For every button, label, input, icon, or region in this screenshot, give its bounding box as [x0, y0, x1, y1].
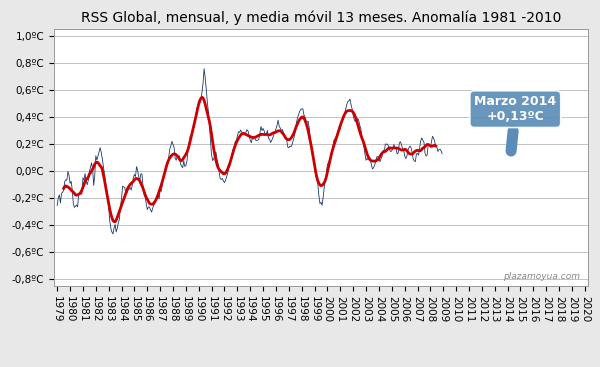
- Text: plazamoyua.com: plazamoyua.com: [503, 272, 580, 281]
- Title: RSS Global, mensual, y media móvil 13 meses. Anomalía 1981 -2010: RSS Global, mensual, y media móvil 13 me…: [81, 11, 561, 25]
- Text: Marzo 2014
+0,13ºC: Marzo 2014 +0,13ºC: [474, 95, 556, 151]
